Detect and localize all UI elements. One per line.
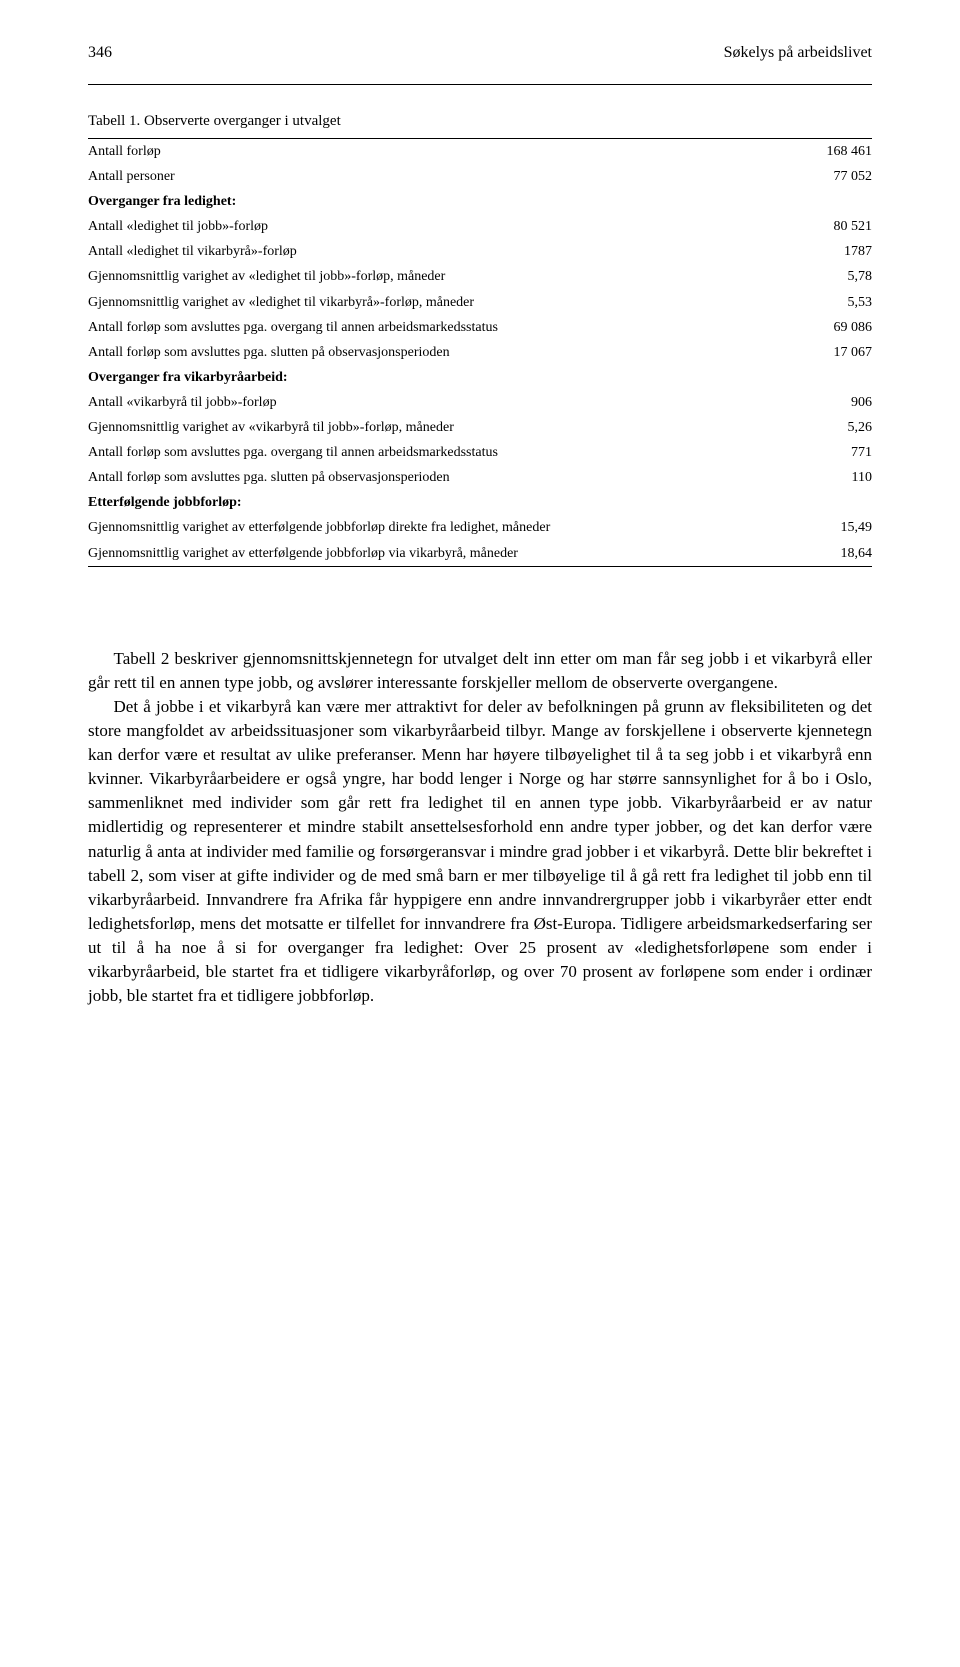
running-title: Søkelys på arbeidslivet <box>724 44 872 62</box>
row-value: 1787 <box>775 239 872 264</box>
row-value: 69 086 <box>775 315 872 340</box>
row-label: Antall forløp som avsluttes pga. slutten… <box>88 340 775 365</box>
header-rule <box>88 84 872 85</box>
table-row: Antall forløp som avsluttes pga. overgan… <box>88 440 872 465</box>
table-row: Overganger fra ledighet: <box>88 189 872 214</box>
table-row: Gjennomsnittlig varighet av «ledighet ti… <box>88 290 872 315</box>
row-label: Antall forløp som avsluttes pga. overgan… <box>88 315 775 340</box>
table-row: Etterfølgende jobbforløp: <box>88 490 872 515</box>
row-label: Antall personer <box>88 164 775 189</box>
page-number: 346 <box>88 44 112 62</box>
row-value: 17 067 <box>775 340 872 365</box>
table-row: Antall «ledighet til vikarbyrå»-forløp17… <box>88 239 872 264</box>
row-label: Gjennomsnittlig varighet av etterfølgend… <box>88 541 775 567</box>
row-label: Etterfølgende jobbforløp: <box>88 490 775 515</box>
row-value: 110 <box>775 465 872 490</box>
table-row: Antall forløp som avsluttes pga. slutten… <box>88 465 872 490</box>
paragraph-2: Det å jobbe i et vikarbyrå kan være mer … <box>88 695 872 1009</box>
table-row: Antall «ledighet til jobb»-forløp80 521 <box>88 214 872 239</box>
row-label: Overganger fra ledighet: <box>88 189 775 214</box>
row-label: Gjennomsnittlig varighet av «ledighet ti… <box>88 264 775 289</box>
page-header: 346 Søkelys på arbeidslivet <box>88 44 872 62</box>
row-value: 80 521 <box>775 214 872 239</box>
row-label: Antall «vikarbyrå til jobb»-forløp <box>88 390 775 415</box>
row-label: Antall forløp som avsluttes pga. slutten… <box>88 465 775 490</box>
row-label: Overganger fra vikarbyråarbeid: <box>88 365 775 390</box>
data-table: Antall forløp168 461Antall personer77 05… <box>88 138 872 567</box>
row-value: 5,78 <box>775 264 872 289</box>
table-body: Antall forløp168 461Antall personer77 05… <box>88 139 872 567</box>
table-row: Gjennomsnittlig varighet av «vikarbyrå t… <box>88 415 872 440</box>
row-label: Gjennomsnittlig varighet av «ledighet ti… <box>88 290 775 315</box>
table-row: Gjennomsnittlig varighet av etterfølgend… <box>88 541 872 567</box>
row-value <box>775 365 872 390</box>
table-row: Gjennomsnittlig varighet av etterfølgend… <box>88 515 872 540</box>
row-value: 15,49 <box>775 515 872 540</box>
row-label: Gjennomsnittlig varighet av etterfølgend… <box>88 515 775 540</box>
row-label: Gjennomsnittlig varighet av «vikarbyrå t… <box>88 415 775 440</box>
row-value: 77 052 <box>775 164 872 189</box>
row-value: 906 <box>775 390 872 415</box>
row-label: Antall forløp som avsluttes pga. overgan… <box>88 440 775 465</box>
table-row: Gjennomsnittlig varighet av «ledighet ti… <box>88 264 872 289</box>
table-row: Antall personer77 052 <box>88 164 872 189</box>
row-value: 168 461 <box>775 139 872 165</box>
table-row: Antall forløp168 461 <box>88 139 872 165</box>
table-row: Antall forløp som avsluttes pga. slutten… <box>88 340 872 365</box>
table-caption: Tabell 1. Observerte overganger i utvalg… <box>88 113 872 130</box>
row-value: 5,26 <box>775 415 872 440</box>
table-row: Antall «vikarbyrå til jobb»-forløp906 <box>88 390 872 415</box>
row-value: 5,53 <box>775 290 872 315</box>
row-value: 18,64 <box>775 541 872 567</box>
row-value: 771 <box>775 440 872 465</box>
table-row: Overganger fra vikarbyråarbeid: <box>88 365 872 390</box>
row-value <box>775 490 872 515</box>
page: 346 Søkelys på arbeidslivet Tabell 1. Ob… <box>0 0 960 1068</box>
table-row: Antall forløp som avsluttes pga. overgan… <box>88 315 872 340</box>
body-text: Tabell 2 beskriver gjennomsnittskjennete… <box>88 647 872 1009</box>
row-label: Antall «ledighet til jobb»-forløp <box>88 214 775 239</box>
row-label: Antall forløp <box>88 139 775 165</box>
row-label: Antall «ledighet til vikarbyrå»-forløp <box>88 239 775 264</box>
row-value <box>775 189 872 214</box>
paragraph-1: Tabell 2 beskriver gjennomsnittskjennete… <box>88 647 872 695</box>
